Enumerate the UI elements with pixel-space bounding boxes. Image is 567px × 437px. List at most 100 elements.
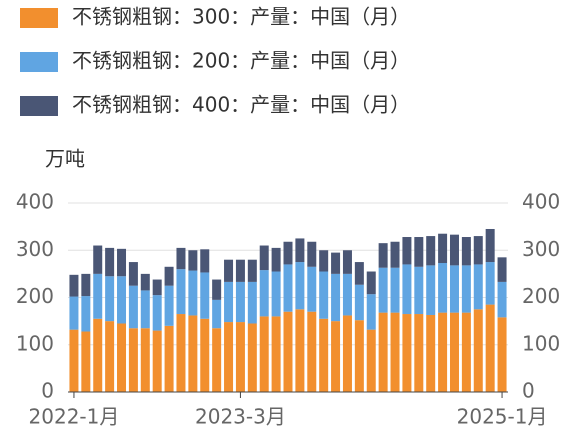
bar-segment [81,296,91,332]
bar-segment [93,318,103,392]
bar-segment [271,316,281,392]
bar-segment [164,266,174,286]
x-tick-label: 2023-3月 [195,405,286,429]
bar-segment [247,259,257,282]
bar-segment [331,321,341,392]
bar-segment [461,312,471,392]
bar-segment [319,318,329,392]
bar-segment [402,314,412,392]
bar-segment [235,322,245,392]
bar-segment [128,328,138,392]
bar-segment [117,323,127,392]
bar-segment [93,273,103,319]
bar-segment [414,237,424,267]
bar-segment [426,265,436,315]
bar-segment [69,296,79,330]
bar-segment [449,234,459,266]
bar-segment [295,309,305,392]
bar-segment [307,311,317,392]
bar-segment [461,237,471,266]
bar-segment [271,271,281,317]
bar-segment [497,257,507,282]
bar-segment [426,314,436,392]
bar-segment [366,271,376,295]
bar-segment [354,284,364,321]
bar-segment [188,250,198,271]
y2-tick-label: 200 [522,284,560,308]
bar-segment [307,241,317,267]
bar-segment [390,267,400,313]
bar-segment [319,271,329,319]
bar-segment [105,321,115,392]
bar-segment [271,247,281,272]
bar-segment [212,328,222,392]
bar-segment [378,312,388,392]
bar-segment [164,285,174,326]
bar-segment [331,273,341,322]
bar-segment [200,272,210,319]
legend-swatch [20,52,58,72]
bar-segment [140,290,150,329]
bar-segment [200,249,210,273]
bar-segment [461,265,471,313]
bar-segment [473,236,483,265]
y-tick-label: 300 [16,237,54,261]
y-tick-label: 100 [16,331,54,355]
bar-segment [342,250,352,274]
bar-segment [366,329,376,392]
bar-segment [152,279,162,296]
bar-segment [378,267,388,313]
bar-segment [354,262,364,285]
legend-swatch [20,8,58,28]
bar-segment [247,281,257,324]
bar-segment [212,279,222,300]
bar-segment [188,270,198,316]
y-tick-label: 400 [16,190,54,214]
bar-segment [105,247,115,277]
bar-segment [354,320,364,392]
y2-tick-label: 0 [522,379,535,403]
bar-segment [93,245,103,274]
x-tick-label: 2022-1月 [29,405,120,429]
bar-segment [105,276,115,322]
bar-segment [342,273,352,316]
bar-segment [128,262,138,286]
legend-label: 不锈钢粗钢：400：产量：中国（月） [72,93,410,117]
bar-segment [307,266,317,312]
bar-segment [69,274,79,297]
y-tick-label: 0 [41,379,54,403]
bar-segment [402,237,412,265]
y-unit: 万吨 [45,147,85,171]
bar-segment [342,315,352,392]
y2-tick-label: 400 [522,190,560,214]
bar-segment [128,285,138,329]
y2-tick-label: 300 [522,237,560,261]
bar-segment [438,312,448,392]
bar-segment [81,331,91,392]
bar-segment [164,325,174,392]
bar-segment [69,329,79,392]
bar-segment [140,273,150,291]
bar-segment [414,314,424,392]
bar-segment [473,264,483,310]
bar-segment [283,264,293,312]
bar-segment [438,233,448,264]
bar-segment [152,295,162,331]
bar-segment [259,316,269,392]
bar-segment [449,265,459,313]
y2-tick-label: 100 [522,331,560,355]
bar-segment [224,322,234,392]
bar-segment [497,281,507,318]
bar-segment [117,248,127,277]
bar-segment [152,330,162,392]
bar-segment [390,241,400,268]
bar-segment [283,311,293,392]
bar-segment [438,263,448,313]
bar-segment [176,247,186,270]
bar-segment [426,236,436,266]
bar-segment [331,252,341,274]
bar-segment [402,264,412,315]
bar-segment [176,269,186,315]
